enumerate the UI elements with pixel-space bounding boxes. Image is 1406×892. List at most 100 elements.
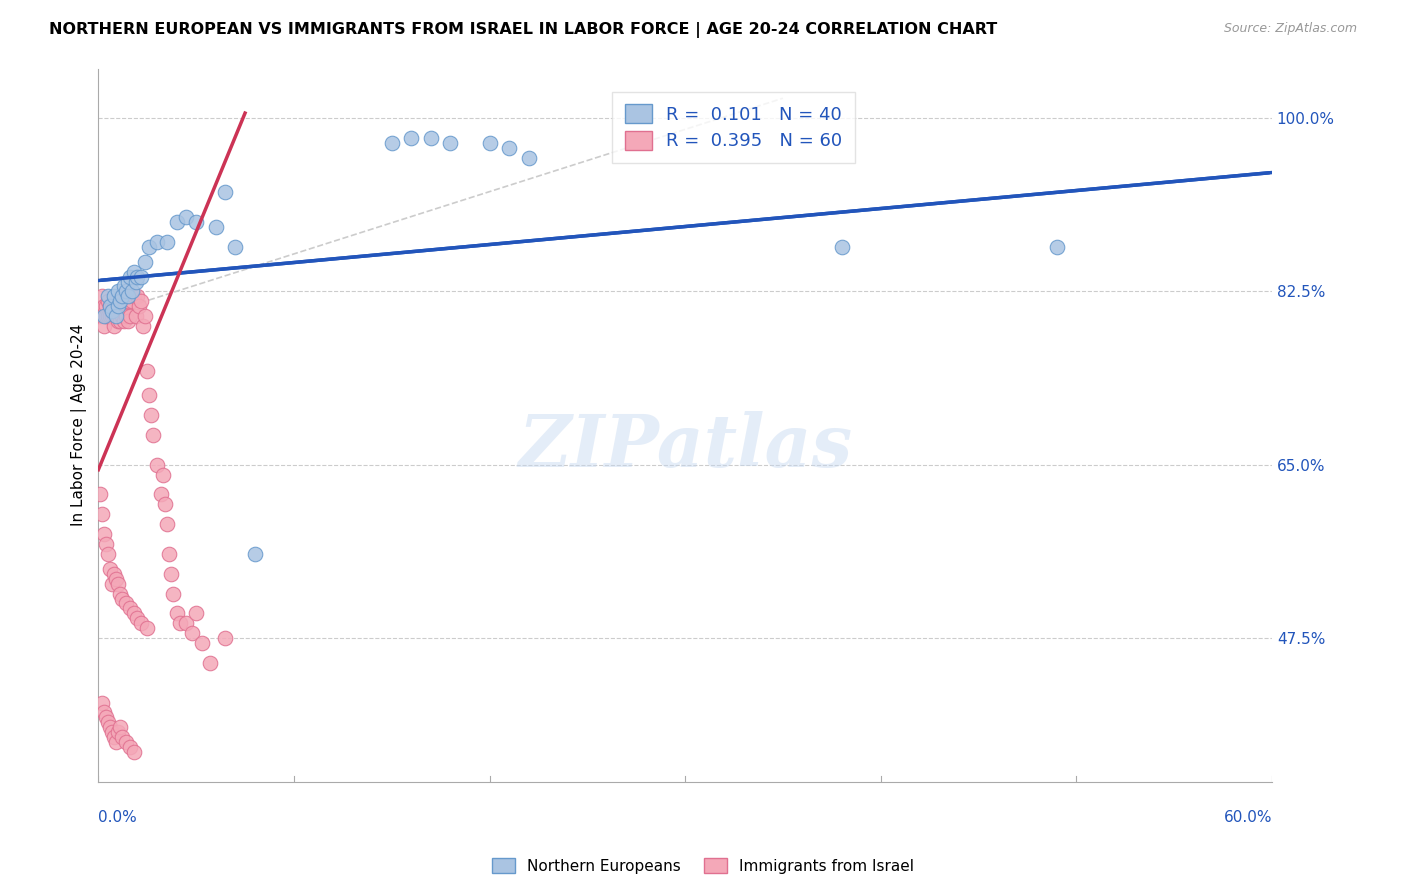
Point (96, 309, 118, 323)
Point (191, 636, 214, 650)
Point (176, 210, 198, 224)
Point (138, 240, 160, 254)
Point (156, 517, 179, 532)
Point (214, 631, 236, 645)
Point (186, 607, 208, 621)
Point (103, 566, 125, 581)
Point (93, 299, 115, 313)
Point (114, 299, 136, 313)
Point (104, 572, 127, 586)
Point (104, 309, 127, 323)
Point (101, 299, 124, 313)
Point (101, 309, 124, 323)
Point (103, 319, 125, 334)
Point (117, 289, 139, 303)
Point (97, 289, 120, 303)
Point (98, 309, 121, 323)
Point (101, 304, 124, 318)
Point (101, 576, 124, 591)
Point (146, 235, 169, 249)
Point (111, 730, 134, 744)
Point (97, 309, 120, 323)
Point (107, 576, 129, 591)
Point (124, 275, 146, 289)
Point (93, 319, 115, 334)
Point (118, 309, 141, 323)
Point (103, 309, 125, 323)
Point (104, 294, 127, 309)
Point (98, 562, 121, 576)
Point (114, 285, 136, 299)
Point (114, 735, 136, 749)
Point (112, 294, 135, 309)
Point (93, 309, 115, 323)
Point (91, 289, 114, 303)
Point (96, 537, 118, 551)
Text: 60.0%: 60.0% (1223, 810, 1272, 824)
Point (91, 508, 114, 522)
Point (141, 409, 163, 423)
Point (136, 364, 159, 378)
Point (101, 725, 124, 739)
Point (89, 309, 111, 323)
Point (117, 314, 139, 328)
Point (127, 611, 149, 625)
Point (152, 467, 174, 482)
Point (134, 254, 156, 268)
Point (127, 269, 149, 284)
Point (108, 586, 131, 600)
Point (122, 745, 145, 759)
Point (128, 299, 150, 313)
Point (97, 294, 120, 309)
Point (149, 487, 172, 501)
Point (381, 136, 404, 150)
Point (169, 616, 191, 631)
Text: ZIPatlas: ZIPatlas (517, 411, 852, 482)
Point (439, 136, 461, 150)
Point (107, 299, 129, 313)
Point (111, 289, 134, 303)
Legend: Northern Europeans, Immigrants from Israel: Northern Europeans, Immigrants from Isra… (486, 852, 920, 880)
Point (1046, 240, 1069, 254)
Point (111, 289, 134, 303)
Point (224, 240, 246, 254)
Point (108, 304, 131, 318)
Y-axis label: In Labor Force | Age 20-24: In Labor Force | Age 20-24 (72, 324, 87, 526)
Point (517, 151, 540, 165)
Point (111, 309, 134, 323)
Point (111, 591, 134, 606)
Point (159, 566, 181, 581)
Point (146, 458, 169, 472)
Point (186, 215, 208, 229)
Point (118, 289, 141, 303)
Point (401, 131, 423, 145)
Point (107, 285, 129, 299)
Point (93, 527, 115, 541)
Point (114, 309, 136, 323)
Point (93, 706, 115, 720)
Point (104, 735, 127, 749)
Text: Source: ZipAtlas.com: Source: ZipAtlas.com (1223, 22, 1357, 36)
Point (166, 215, 188, 229)
Point (138, 388, 160, 402)
Point (108, 294, 131, 309)
Point (162, 586, 184, 600)
Point (153, 497, 176, 511)
Point (107, 309, 129, 323)
Point (419, 131, 441, 145)
Point (131, 616, 153, 631)
Point (118, 740, 141, 755)
Point (103, 299, 125, 313)
Point (114, 597, 136, 611)
Point (136, 621, 159, 635)
Point (121, 294, 143, 309)
Point (108, 720, 131, 734)
Point (157, 547, 180, 561)
Point (98, 720, 121, 734)
Point (498, 141, 520, 155)
Text: NORTHERN EUROPEAN VS IMMIGRANTS FROM ISRAEL IN LABOR FORCE | AGE 20-24 CORRELATI: NORTHERN EUROPEAN VS IMMIGRANTS FROM ISR… (49, 22, 997, 38)
Point (124, 309, 146, 323)
Point (198, 656, 221, 670)
Point (117, 294, 139, 309)
Point (96, 710, 118, 724)
